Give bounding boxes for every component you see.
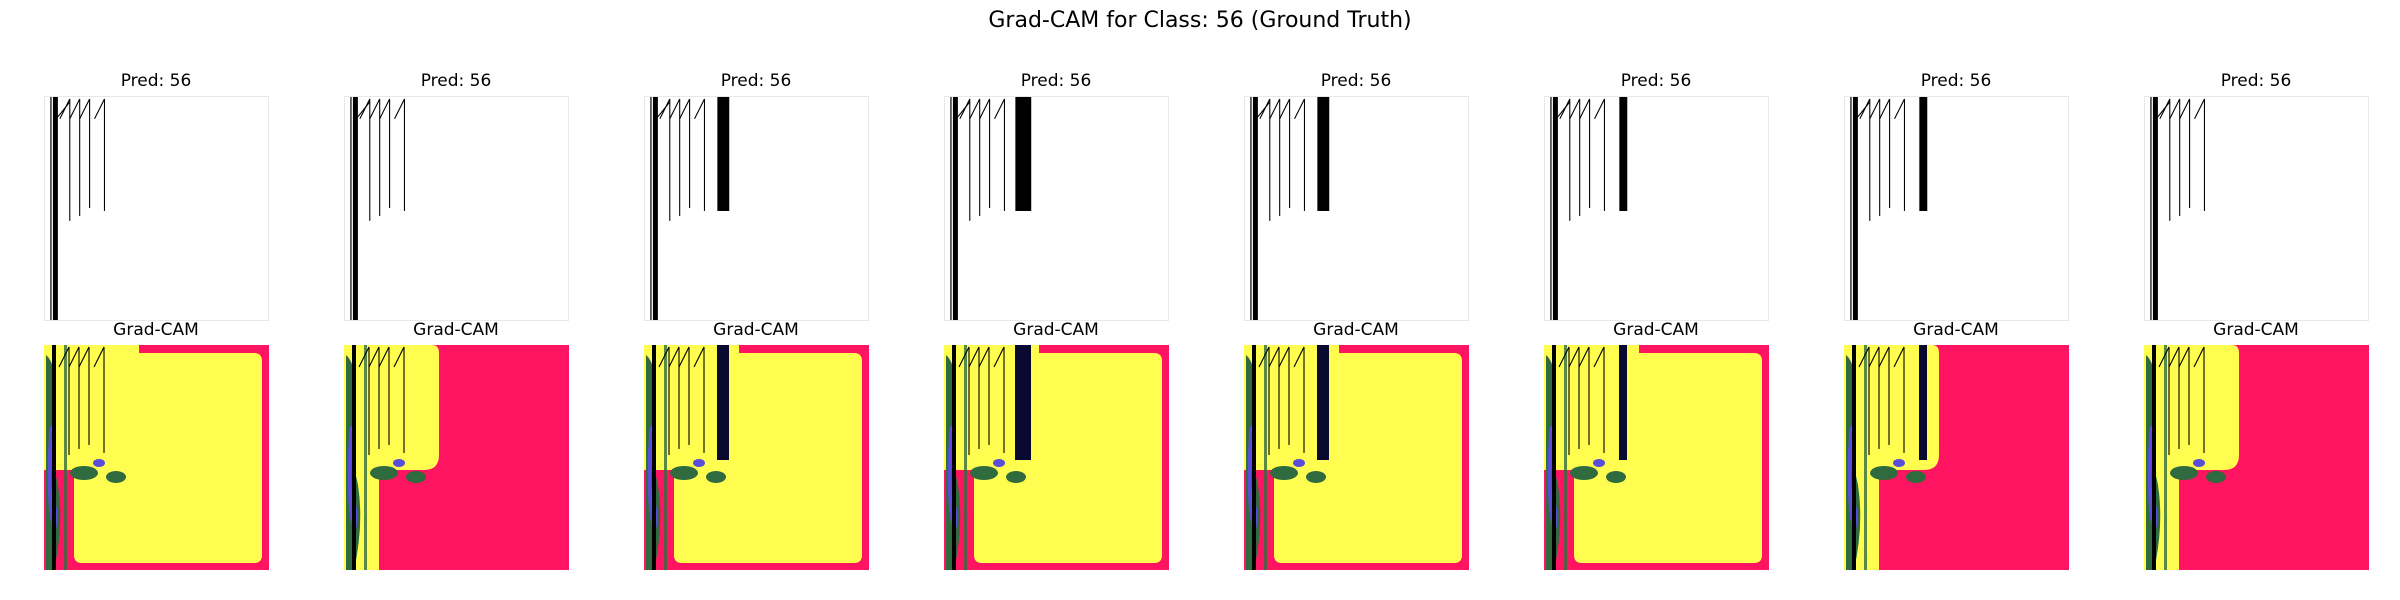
gradcam-title: Grad-CAM	[713, 320, 799, 340]
figure-title: Grad-CAM for Class: 56 (Ground Truth)	[988, 8, 1412, 33]
gradcam-heatmap	[1244, 345, 1469, 570]
input-image	[650, 97, 730, 320]
gradcam-heatmap-panel	[44, 345, 269, 570]
gradcam-title: Grad-CAM	[113, 320, 199, 340]
gradcam-title: Grad-CAM	[1613, 320, 1699, 340]
prediction-title: Pred: 56	[420, 71, 492, 91]
input-image-panel	[44, 96, 269, 321]
gradcam-heatmap	[2144, 345, 2369, 570]
gradcam-title: Grad-CAM	[1013, 320, 1099, 340]
input-image	[50, 97, 106, 320]
input-image-panel	[1244, 96, 1469, 321]
prediction-title: Pred: 56	[1620, 71, 1692, 91]
prediction-title: Pred: 56	[1020, 71, 1092, 91]
gradcam-heatmap-panel	[944, 345, 1169, 570]
gradcam-heatmap	[1844, 345, 2069, 570]
prediction-title: Pred: 56	[1320, 71, 1392, 91]
gradcam-title: Grad-CAM	[2213, 320, 2299, 340]
input-image	[1250, 97, 1330, 320]
gradcam-title: Grad-CAM	[1913, 320, 1999, 340]
gradcam-heatmap-panel	[1244, 345, 1469, 570]
prediction-title: Pred: 56	[120, 71, 192, 91]
gradcam-heatmap-panel	[1544, 345, 1769, 570]
input-image-panel	[944, 96, 1169, 321]
gradcam-title: Grad-CAM	[413, 320, 499, 340]
input-image	[2150, 97, 2206, 320]
gradcam-heatmap	[944, 345, 1169, 570]
prediction-title: Pred: 56	[1920, 71, 1992, 91]
input-image-panel	[1844, 96, 2069, 321]
input-image-panel	[2144, 96, 2369, 321]
gradcam-heatmap	[1544, 345, 1769, 570]
gradcam-heatmap-panel	[1844, 345, 2069, 570]
input-image-panel	[644, 96, 869, 321]
input-image	[350, 97, 406, 320]
gradcam-title: Grad-CAM	[1313, 320, 1399, 340]
gradcam-heatmap	[644, 345, 869, 570]
gradcam-heatmap	[44, 345, 269, 570]
input-image-panel	[1544, 96, 1769, 321]
gradcam-heatmap-panel	[2144, 345, 2369, 570]
gradcam-heatmap-panel	[344, 345, 569, 570]
prediction-title: Pred: 56	[720, 71, 792, 91]
input-image	[1550, 97, 1628, 320]
prediction-title: Pred: 56	[2220, 71, 2292, 91]
input-image	[1850, 97, 1928, 320]
input-image-panel	[344, 96, 569, 321]
gradcam-heatmap	[344, 345, 569, 570]
input-image	[950, 97, 1032, 320]
gradcam-heatmap-panel	[644, 345, 869, 570]
